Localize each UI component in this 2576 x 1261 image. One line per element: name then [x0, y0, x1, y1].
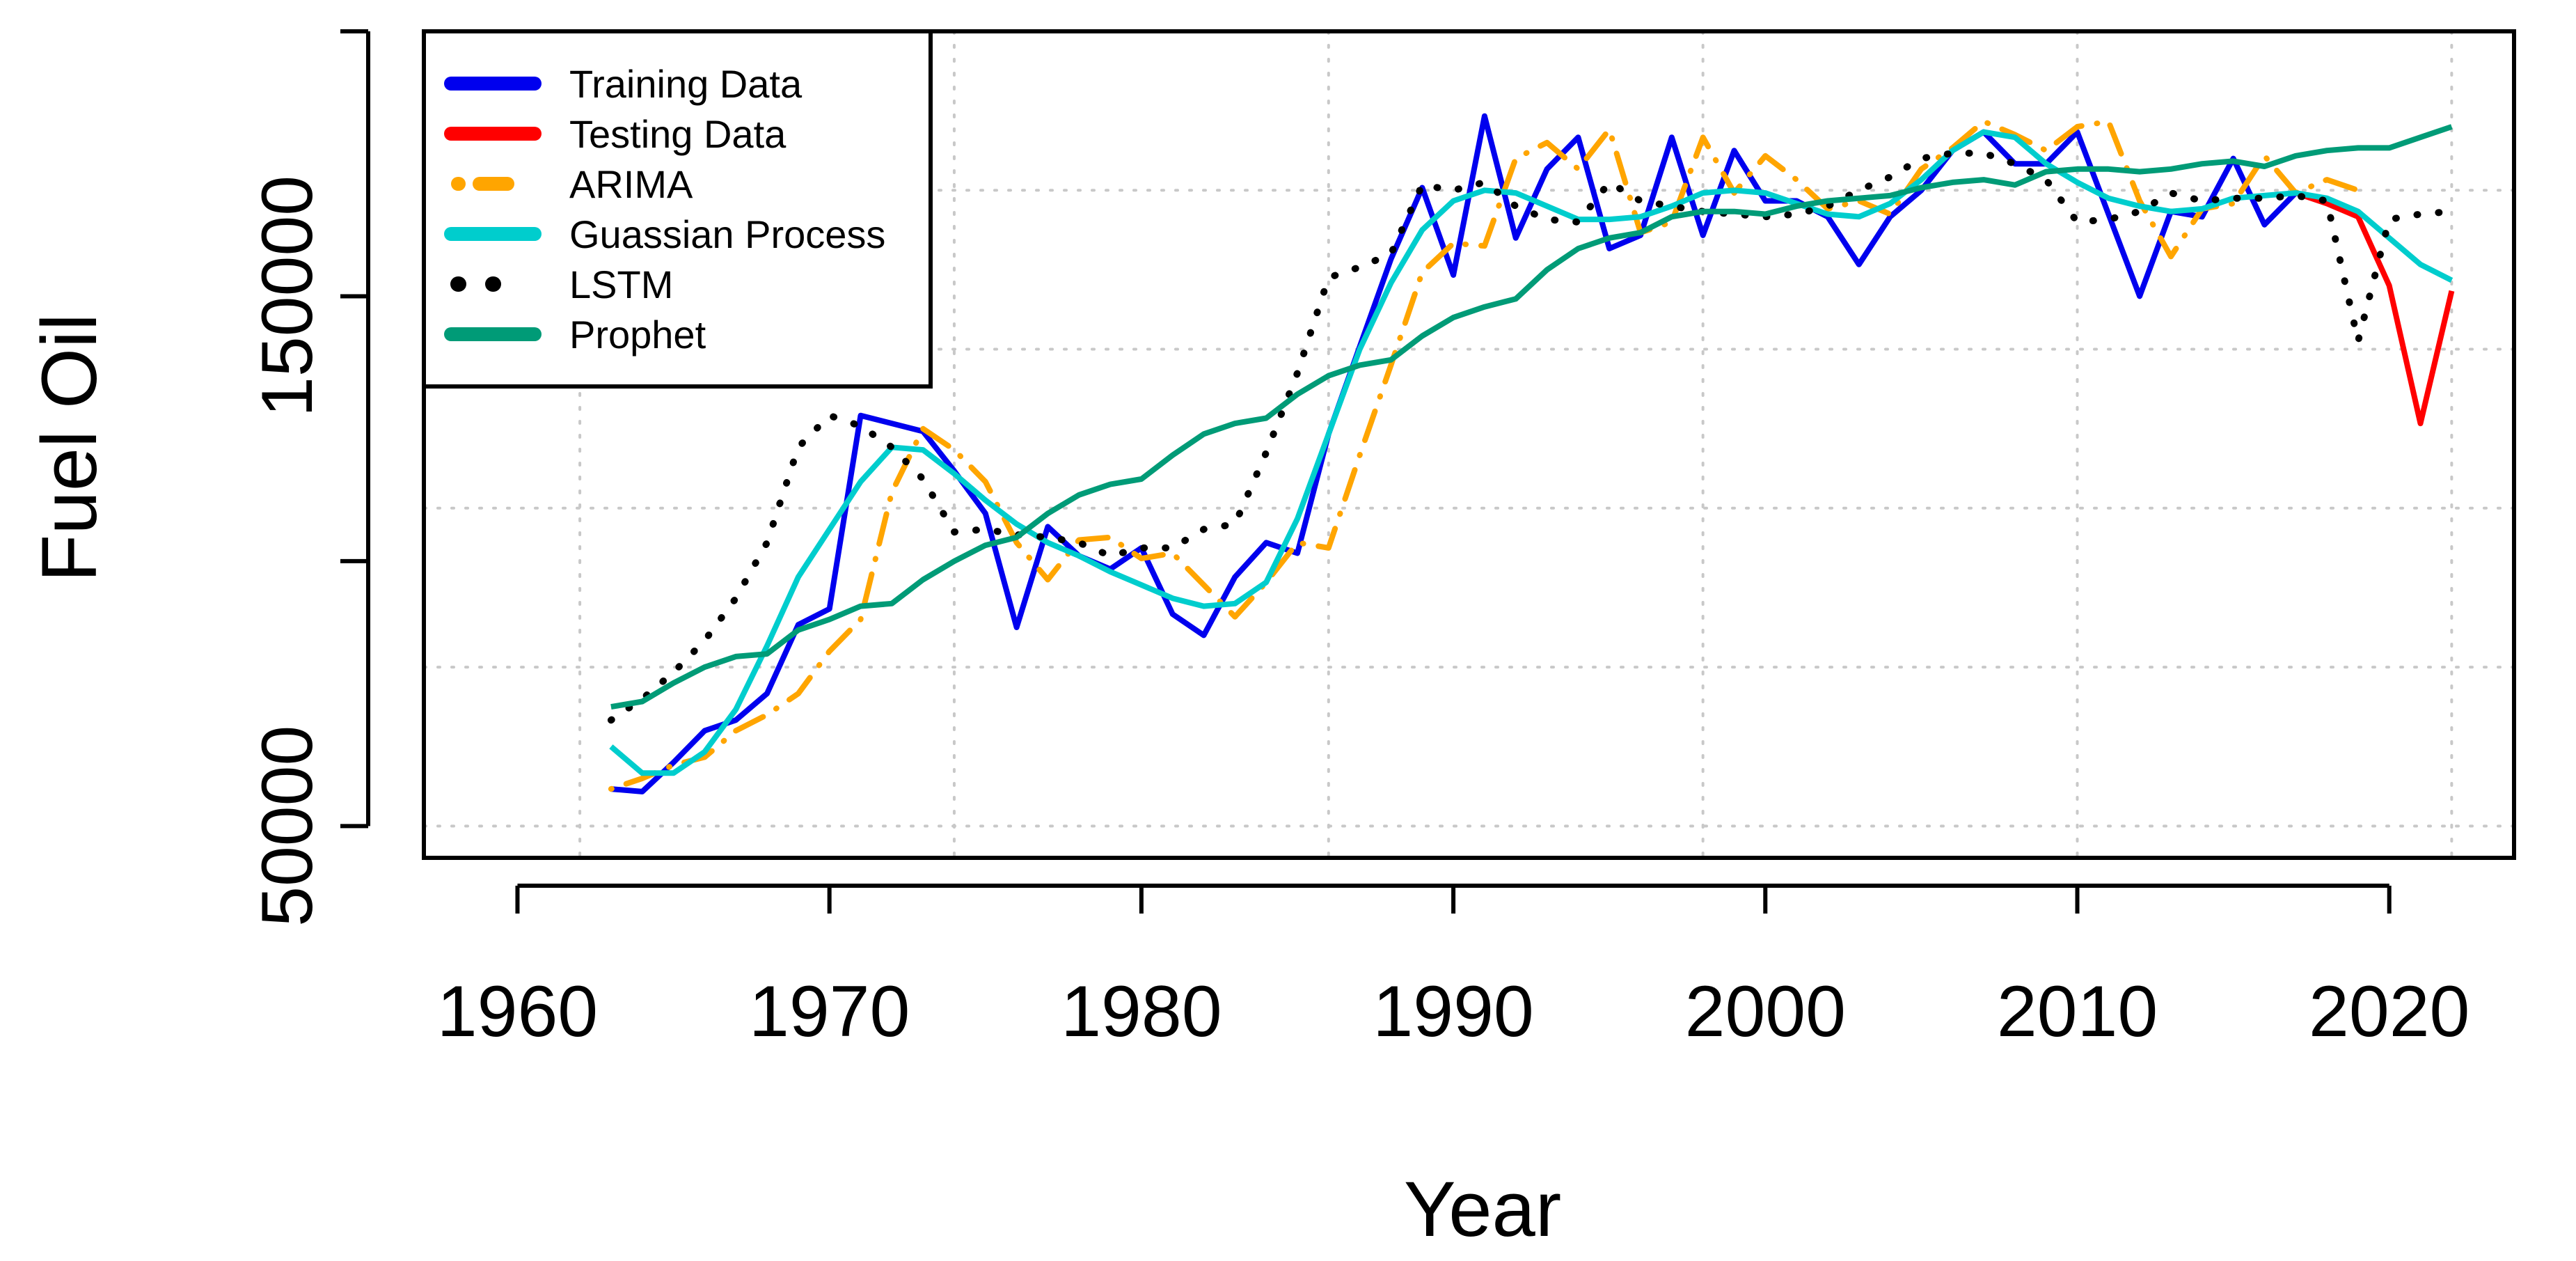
y-axis-title: Fuel Oil [26, 313, 113, 582]
x-axis-title: Year [1404, 1166, 1561, 1253]
x-tick-label-6: 2020 [2309, 971, 2470, 1052]
series-line-guassian-process [609, 129, 2453, 776]
y-tick-label-0: 50000 [247, 726, 328, 927]
axis-layer: 1960 1970 1980 1990 2000 2010 2020 50000 150000 [247, 29, 2470, 1052]
x-tick-label-5: 2010 [1997, 971, 2158, 1052]
legend-layer: Training Data Testing Data ARIMA Guassian P… [422, 29, 933, 389]
legend-label-training-data: Training Data [569, 62, 803, 106]
x-tick-label-1: 1970 [749, 971, 910, 1052]
series-line-training-data [610, 113, 2298, 794]
series-line-prophet [610, 124, 2453, 710]
x-tick-label-3: 1990 [1373, 971, 1533, 1052]
legend-label-lstm: LSTM [569, 263, 673, 306]
legend-label-prophet: Prophet [569, 313, 706, 357]
series-layer [607, 113, 2456, 794]
legend-label-guassian-process: Guassian Process [569, 212, 885, 256]
x-tick-label-4: 2000 [1685, 971, 1846, 1052]
series-line-lstm [607, 150, 2456, 724]
legend-label-arima: ARIMA [569, 162, 693, 206]
x-tick-label-2: 1980 [1061, 971, 1222, 1052]
series-line-arima [608, 118, 2361, 792]
plot-frame [422, 29, 2516, 860]
legend-label-testing-data: Testing Data [569, 112, 787, 156]
x-tick-label-0: 1960 [437, 971, 598, 1052]
y-tick-label-2: 150000 [247, 175, 328, 417]
